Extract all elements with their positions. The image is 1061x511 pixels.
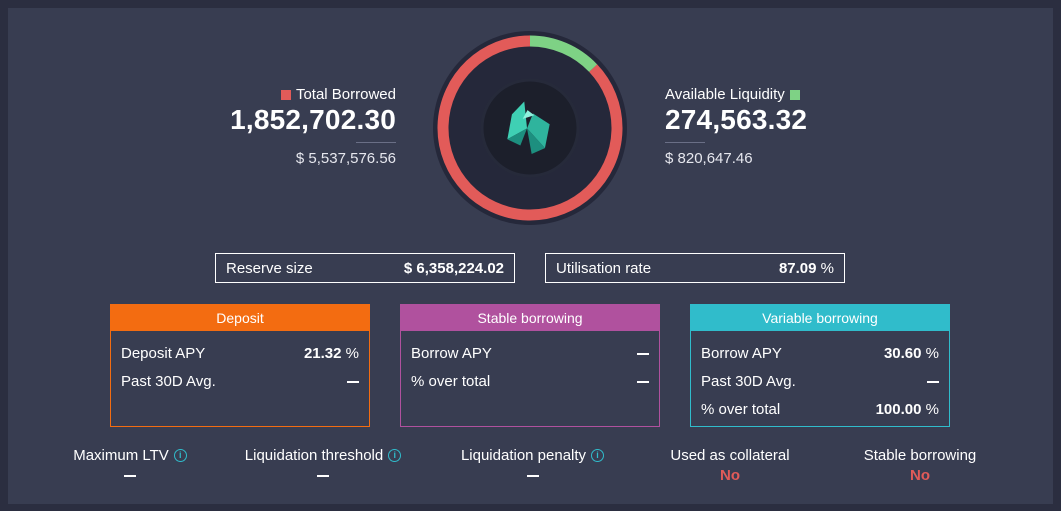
dash-value [637, 352, 649, 355]
maximum-ltv-metric: Maximum LTV i [60, 447, 200, 485]
stable-row-value [637, 345, 649, 362]
available-liquidity-usd: $ 820,647.46 [665, 150, 753, 167]
stable-borrowing-metric: Stable borrowing No [845, 447, 995, 485]
variable-row-value [927, 373, 939, 390]
deposit-row-value [347, 373, 359, 390]
utilisation-rate-value: 87.09 [778, 259, 817, 277]
liquidity-arc [437, 35, 623, 221]
deposit-rows: Deposit APY 21.32 % Past 30D Avg. [111, 331, 369, 395]
variable-row-label: Borrow APY [701, 344, 782, 362]
stable-borrowing-value: No [910, 467, 930, 484]
available-liquidity-amount: 274,563.32 [665, 104, 808, 135]
maximum-ltv-label: Maximum LTV [73, 447, 169, 464]
variable-row-label: % over total [701, 400, 781, 418]
variable-borrowing-card: Variable borrowing Borrow APY 30.60 % Past… [690, 304, 950, 427]
utilisation-rate-unit: % [820, 259, 834, 277]
variable-row-value: 30.60 % [883, 344, 939, 362]
liquidation-penalty-label: Liquidation penalty [460, 447, 587, 464]
token-logo-icon [507, 101, 550, 155]
variable-row-unit: % [921, 400, 939, 418]
info-icon[interactable]: i [173, 449, 187, 462]
dash-value [124, 475, 136, 478]
deposit-row-label: Past 30D Avg. [121, 372, 216, 390]
info-icon[interactable]: i [388, 449, 402, 462]
variable-borrowing-rows: Borrow APY 30.60 % Past 30D Avg. % over tot… [691, 331, 949, 423]
maximum-ltv-value [60, 467, 200, 485]
liquidity-legend-square [789, 89, 800, 100]
total-borrowed-section: Total Borrowed 1,852,702.30 $ 5,537,576.… [210, 86, 396, 167]
stable-row: Borrow APY [411, 339, 649, 367]
stable-row: % over total [411, 367, 649, 395]
available-liquidity-label: Available Liquidity [665, 86, 785, 103]
available-liquidity-section: Available Liquidity 274,563.32 $ 820,647… [665, 86, 885, 167]
total-borrowed-amount: 1,852,702.30 [230, 104, 396, 135]
used-as-collateral-value: No [720, 467, 740, 484]
variable-row: % over total 100.00 % [701, 395, 939, 423]
total-borrowed-usd: $ 5,537,576.56 [295, 150, 396, 167]
utilisation-donut-chart [433, 31, 627, 225]
stable-borrowing-rows: Borrow APY % over total [401, 331, 659, 395]
info-icon[interactable]: i [591, 449, 605, 462]
dash-value [927, 380, 939, 383]
liquidation-threshold-label: Liquidation threshold [244, 447, 384, 464]
reserve-size-label: Reserve size [226, 259, 313, 277]
used-as-collateral-metric: Used as collateral No [655, 447, 805, 485]
variable-row: Borrow APY 30.60 % [701, 339, 939, 367]
dash-value [347, 380, 359, 383]
borrowed-legend-square [280, 89, 291, 100]
utilisation-rate-stat: Utilisation rate 87.09 % [545, 253, 845, 283]
stable-borrowing-card-title: Stable borrowing [401, 305, 659, 331]
liquidation-penalty-metric: Liquidation penalty i [455, 447, 610, 485]
total-borrowed-label: Total Borrowed [295, 86, 396, 103]
dash-value [526, 475, 539, 478]
variable-row-label: Past 30D Avg. [701, 372, 796, 390]
deposit-row: Past 30D Avg. [121, 367, 359, 395]
divider [665, 142, 705, 143]
divider [356, 142, 396, 143]
variable-borrowing-card-title: Variable borrowing [691, 305, 949, 331]
liquidation-threshold-value [238, 467, 408, 485]
stable-row-label: % over total [411, 372, 491, 390]
reserve-size-value: $ 6,358,224.02 [403, 259, 504, 277]
deposit-card: Deposit Deposit APY 21.32 % Past 30D Avg. [110, 304, 370, 427]
utilisation-rate-label: Utilisation rate [556, 259, 652, 277]
liquidation-threshold-metric: Liquidation threshold i [238, 447, 408, 485]
deposit-row: Deposit APY 21.32 % [121, 339, 359, 367]
deposit-card-title: Deposit [111, 305, 369, 331]
stable-borrowing-card: Stable borrowing Borrow APY % over total [400, 304, 660, 427]
deposit-row-value: 21.32 % [303, 344, 359, 362]
used-as-collateral-label: Used as collateral [670, 447, 790, 464]
variable-row: Past 30D Avg. [701, 367, 939, 395]
stable-borrowing-label: Stable borrowing [863, 447, 977, 464]
variable-row-unit: % [921, 344, 939, 362]
stable-row-value [637, 373, 649, 390]
deposit-row-unit: % [341, 344, 359, 362]
dash-value [317, 475, 329, 478]
liquidation-penalty-value [455, 467, 610, 485]
variable-row-value: 100.00 % [875, 400, 939, 418]
deposit-row-label: Deposit APY [121, 344, 206, 362]
dash-value [637, 380, 649, 383]
stable-row-label: Borrow APY [411, 344, 492, 362]
reserve-size-stat: Reserve size $ 6,358,224.02 [215, 253, 515, 283]
